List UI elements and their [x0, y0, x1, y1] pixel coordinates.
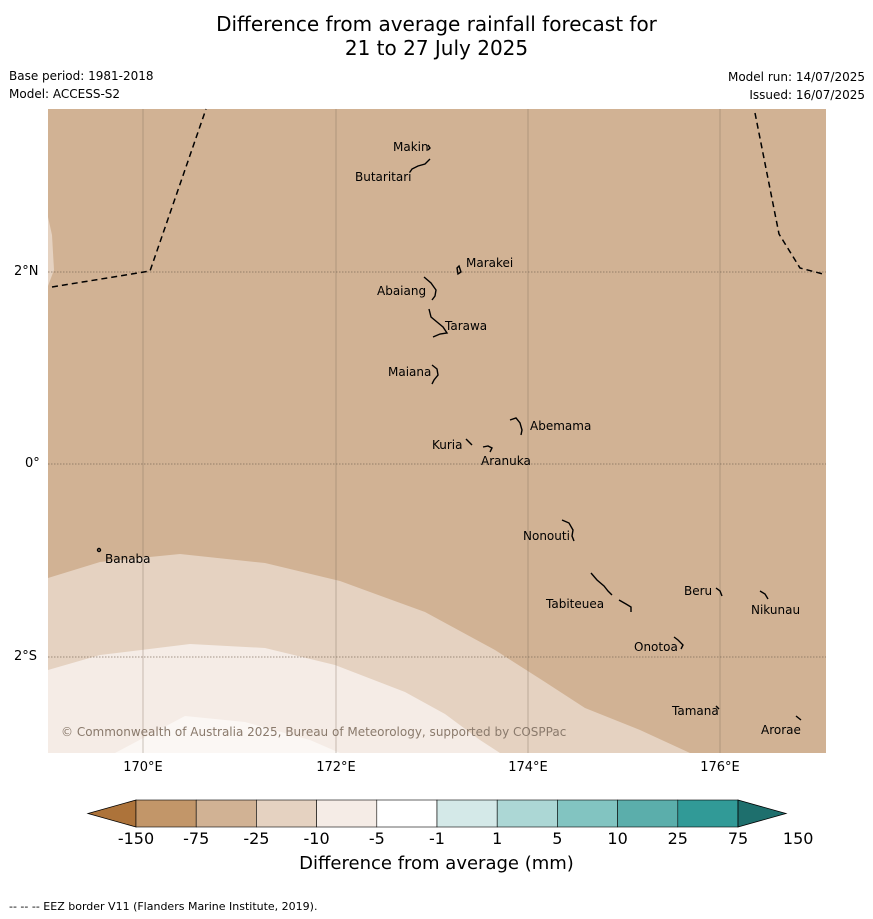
map-top-left-light-region: [48, 217, 54, 286]
colorbar-tick-label: -150: [117, 829, 155, 848]
label-marakei: Marakei: [466, 256, 513, 270]
island-maiana-shape: [431, 364, 439, 385]
lon-label-176E: 176°E: [700, 760, 740, 775]
eez-border-west: [51, 108, 207, 288]
island-tabiteuea-shape: [590, 572, 632, 612]
title-line-1: Difference from average rainfall forecas…: [216, 12, 657, 36]
colorbar-title: Difference from average (mm): [299, 853, 574, 874]
label-abemama: Abemama: [530, 419, 591, 433]
chart-title: Difference from average rainfall forecas…: [0, 12, 873, 60]
colorbar-tick-label: 10: [607, 829, 628, 848]
colorbar-tick-label: 150: [782, 829, 814, 848]
colorbar-swatch: [316, 799, 378, 828]
colorbar-tick-label: 75: [727, 829, 749, 848]
base-period: Base period: 1981-2018: [9, 69, 154, 83]
eez-border-east: [754, 112, 824, 275]
label-butaritari: Butaritari: [355, 170, 412, 184]
label-beru: Beru: [684, 584, 712, 598]
island-beru-shape: [715, 587, 723, 597]
colorbar-swatch: [135, 799, 197, 828]
eez-borders: [51, 108, 824, 288]
label-tamana: Tamana: [671, 704, 719, 718]
island-onotoa-shape: [673, 636, 684, 650]
lon-label-170E: 170°E: [123, 760, 163, 775]
eez-footnote: -- -- -- EEZ border V11 (Flanders Marine…: [9, 900, 318, 913]
colorbar-tick-label: -5: [368, 829, 385, 848]
island-aranuka-shape: [482, 445, 493, 453]
label-tabiteuea: Tabiteuea: [545, 597, 604, 611]
label-tarawa: Tarawa: [444, 319, 487, 333]
island-butaritari-shape: [409, 158, 431, 173]
colorbar-swatch: [256, 799, 317, 828]
label-kuria: Kuria: [432, 438, 463, 452]
lat-label-2N: 2°N: [14, 264, 39, 279]
island-kuria-shape: [465, 438, 473, 446]
colorbar-swatch: [436, 799, 498, 828]
map-near-normal-region: [115, 716, 340, 753]
colorbar-tick-label: 1: [492, 829, 503, 848]
island-marakei-shape: [456, 264, 462, 276]
island-tarawa-shape: [428, 308, 449, 338]
label-abaiang: Abaiang: [377, 284, 426, 298]
issued-date: Issued: 16/07/2025: [749, 88, 865, 102]
colorbar-extension-high: [737, 799, 788, 828]
lat-label-0: 0°: [25, 456, 40, 471]
island-abaiang-shape: [423, 276, 437, 301]
rainfall-map: Makin Butaritari Marakei Abaiang Tarawa …: [48, 108, 826, 753]
label-banaba: Banaba: [105, 552, 151, 566]
island-nikunau-shape: [759, 590, 769, 600]
colorbar-swatch: [496, 799, 558, 828]
colorbar-tick-label: 25: [667, 829, 688, 848]
label-arorae: Arorae: [761, 723, 801, 737]
longitude-grid: [142, 109, 721, 753]
island-arorae-shape: [795, 715, 802, 721]
colorbar-swatch: [617, 799, 679, 828]
model-run: Model run: 14/07/2025: [727, 70, 865, 84]
lon-label-174E: 174°E: [508, 760, 548, 775]
colorbar-extension-low: [86, 799, 137, 828]
colorbar-tick-label: 5: [552, 829, 563, 848]
island-makin-shape: [427, 144, 431, 151]
island-banaba-shape: [96, 547, 102, 553]
colorbar-tick-label: -10: [303, 829, 330, 848]
island-labels: Makin Butaritari Marakei Abaiang Tarawa …: [105, 140, 801, 737]
copyright-notice: © Commonwealth of Australia 2025, Bureau…: [61, 725, 566, 739]
label-nonouti: Nonouti: [523, 529, 570, 543]
colorbar-swatch: [195, 799, 257, 828]
map-weak-dry-region: [48, 644, 500, 753]
colorbar-tick-label: -75: [183, 829, 210, 848]
label-maiana: Maiana: [388, 365, 431, 379]
lon-label-172E: 172°E: [316, 760, 356, 775]
colorbar-swatch: [557, 799, 618, 828]
colorbar-swatch: [677, 799, 739, 828]
label-onotoa: Onotoa: [634, 640, 678, 654]
model-name: Model: ACCESS-S2: [9, 87, 121, 101]
label-nikunau: Nikunau: [751, 603, 800, 617]
colorbar-swatch: [376, 799, 438, 828]
label-makin: Makin: [393, 140, 429, 154]
colorbar-tick-label: -25: [243, 829, 270, 848]
title-line-2: 21 to 27 July 2025: [344, 36, 529, 60]
meta-left: Base period: 1981-2018 Model: ACCESS-S2: [9, 67, 154, 103]
island-abemama-shape: [509, 417, 523, 436]
lat-label-2S: 2°S: [14, 649, 38, 664]
island-nonouti-shape: [561, 519, 575, 542]
latitude-grid: [48, 271, 826, 658]
island-tamana-shape: [715, 705, 720, 710]
meta-right: Model run: 14/07/2025 Issued: 16/07/2025: [728, 68, 865, 104]
colorbar-tick-label: -1: [429, 829, 445, 848]
island-outlines: [96, 144, 802, 721]
label-aranuka: Aranuka: [481, 454, 531, 468]
